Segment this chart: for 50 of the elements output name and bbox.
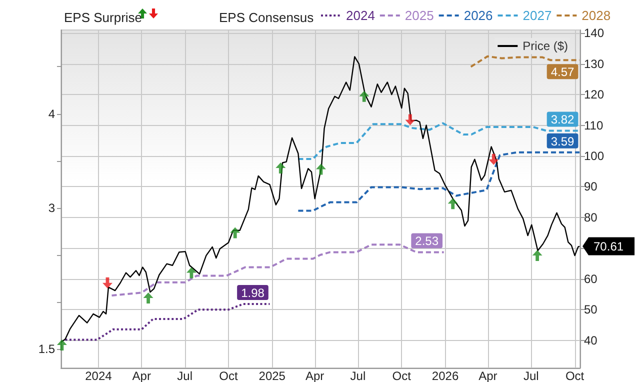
y-tick-label: 4 xyxy=(48,106,56,121)
line-series xyxy=(297,151,581,212)
y2-tick-label: 50 xyxy=(584,302,598,317)
legend-label: 2027 xyxy=(522,8,552,23)
y2-tick-label: 40 xyxy=(584,333,598,348)
y2-tick-label: 100 xyxy=(584,148,604,163)
x-tick-label: Jul xyxy=(177,369,192,382)
legend-label: 2024 xyxy=(346,8,375,23)
line-series xyxy=(297,122,581,160)
x-tick-label: Oct xyxy=(565,369,585,382)
y2-tick-label: 90 xyxy=(584,180,598,194)
point xyxy=(405,114,416,126)
point xyxy=(230,227,240,238)
point xyxy=(448,198,458,210)
legend-label: 2028 xyxy=(582,8,611,23)
point xyxy=(532,250,542,262)
x-tick-label: Oct xyxy=(392,369,412,382)
x-tick-label: Jul xyxy=(523,369,539,382)
data-label: 3.82 xyxy=(550,112,575,127)
legend-label: Price ($) xyxy=(522,39,568,53)
data-label: 3.59 xyxy=(550,134,575,148)
point xyxy=(143,292,154,304)
data-label: 2.53 xyxy=(415,234,439,248)
point xyxy=(316,164,326,175)
legend-label: 2025 xyxy=(404,8,434,23)
y-tick-label: 1.5 xyxy=(38,342,56,356)
x-tick-label: Oct xyxy=(219,369,238,382)
point xyxy=(56,339,67,350)
y2-tick-label: 120 xyxy=(584,88,604,102)
point xyxy=(488,154,499,165)
y2-tick-label: 130 xyxy=(584,56,604,71)
y2-tick-label: 110 xyxy=(584,118,604,132)
point xyxy=(102,277,112,288)
point xyxy=(186,267,196,278)
data-label: 4.57 xyxy=(550,65,575,80)
y-tick-label: 3 xyxy=(48,200,56,215)
text: EPS Surprise xyxy=(64,10,142,25)
x-tick-label: 2026 xyxy=(432,369,459,382)
y2-tick-label: 140 xyxy=(584,26,604,40)
legend-label: 2026 xyxy=(464,8,493,23)
data-label: 1.98 xyxy=(241,286,265,300)
point xyxy=(276,162,286,174)
y2-tick-label: 80 xyxy=(584,210,598,224)
x-tick-label: 2025 xyxy=(258,369,286,382)
x-tick-label: Jul xyxy=(350,369,366,382)
y2-tick-label: 60 xyxy=(584,272,598,286)
point xyxy=(359,90,370,102)
legend-title: EPS Consensus xyxy=(219,10,314,25)
data-label: 70.61 xyxy=(594,239,624,254)
x-tick-label: 2024 xyxy=(85,369,112,382)
